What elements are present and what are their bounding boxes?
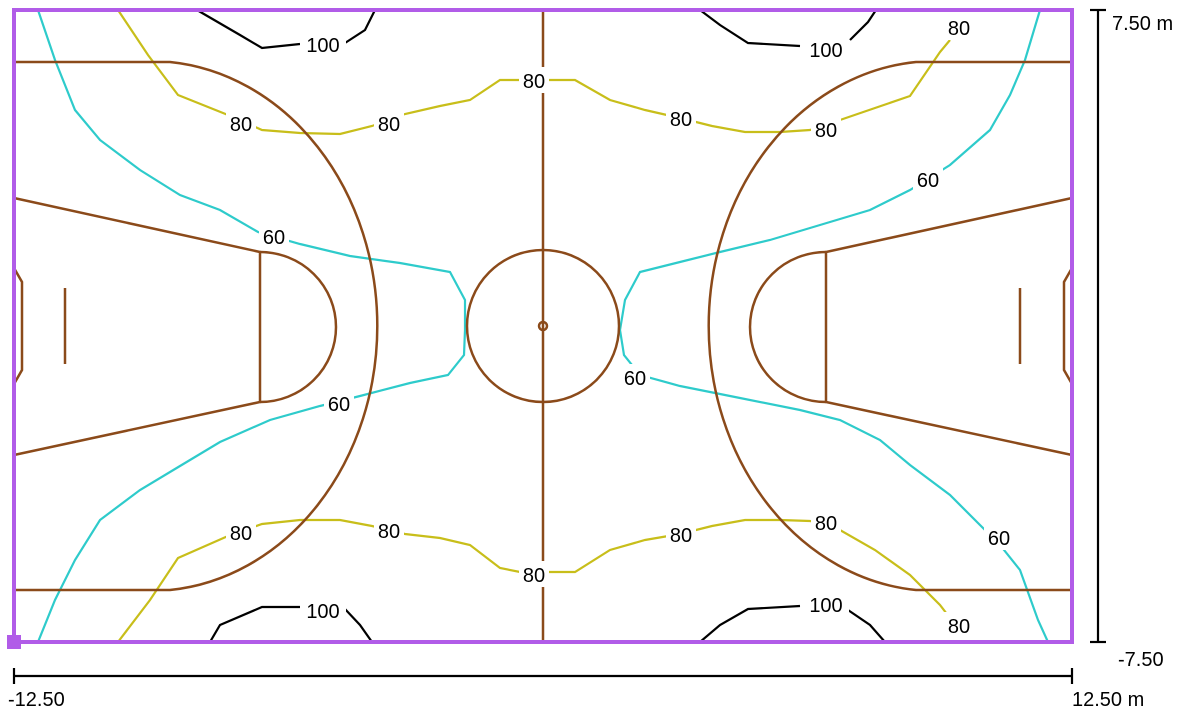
svg-text:80: 80 [523,71,545,93]
contour-100-top-left-b [344,9,376,44]
contour-100-bot-right [699,604,801,643]
contour-label: 80 [374,110,404,136]
rim-area-right [1062,267,1074,385]
svg-text:80: 80 [815,513,837,535]
contour-100-top-right-b [849,9,877,41]
contour-label: 60 [620,364,650,390]
contour-label: 80 [811,509,841,535]
contour-100-top-left [196,9,301,50]
svg-text:80: 80 [230,114,252,136]
svg-text:80: 80 [230,523,252,545]
contour-label: 80 [666,105,696,131]
svg-text:80: 80 [815,120,837,142]
svg-text:80: 80 [523,565,545,587]
y-max-label: 7.50 m [1112,13,1173,35]
contour-label: 60 [259,223,289,249]
rim-area-left [12,267,24,385]
key-right [824,196,1073,457]
contour-label: 60 [913,166,943,192]
contour-label: 100 [803,591,849,617]
contour-60-right [618,9,1050,643]
contour-label: 80 [944,612,974,638]
contour-label: 60 [324,390,354,416]
svg-text:60: 60 [328,394,350,416]
x-max-label: 12.50 m [1072,689,1144,711]
x-min-label: -12.50 [8,689,65,711]
center-circle [465,248,621,404]
origin-marker [7,635,21,649]
contour-label: 80 [374,517,404,543]
key-left [13,196,262,457]
contour-100-bot-left [209,605,300,643]
svg-text:80: 80 [948,616,970,638]
contour-100-bot-left-b [344,608,373,643]
three-point-line-left [14,60,379,592]
dimension-x [12,668,1074,684]
svg-text:100: 100 [809,40,842,62]
center-spot [537,320,549,332]
contour-label: 60 [984,524,1014,550]
svg-text:60: 60 [624,368,646,390]
contour-label: 80 [519,67,549,93]
contour-labels: 100 100 100 100 80 80 80 80 80 80 80 80 … [226,14,1014,638]
svg-text:80: 80 [670,109,692,131]
svg-text:60: 60 [988,528,1010,550]
y-min-label: -7.50 [1118,649,1164,671]
contour-label: 100 [803,36,849,62]
three-point-line-right [707,60,1072,592]
contour-label: 80 [226,519,256,545]
svg-text:80: 80 [670,525,692,547]
contour-label: 80 [811,116,841,142]
contour-label: 80 [944,14,974,40]
court-markings [12,10,1074,642]
dimension-y [1090,8,1106,644]
contour-100-top-right [699,9,801,48]
contour-100-group [196,9,886,643]
contour-label: 80 [666,521,696,547]
contour-label: 100 [300,597,346,623]
svg-text:60: 60 [263,227,285,249]
contour-100-bot-right-b [847,609,886,643]
svg-text:100: 100 [306,35,339,57]
court-boundary [12,8,1074,644]
free-throw-arc-left [259,250,338,404]
contour-60-left [36,9,467,643]
contour-label: 80 [226,110,256,136]
contour-label: 80 [519,561,549,587]
contour-label: 100 [300,30,346,57]
svg-text:80: 80 [378,521,400,543]
svg-text:100: 100 [809,595,842,617]
svg-text:100: 100 [306,601,339,623]
svg-text:80: 80 [378,114,400,136]
svg-text:60: 60 [917,170,939,192]
svg-text:80: 80 [948,18,970,40]
free-throw-arc-right [748,250,827,404]
